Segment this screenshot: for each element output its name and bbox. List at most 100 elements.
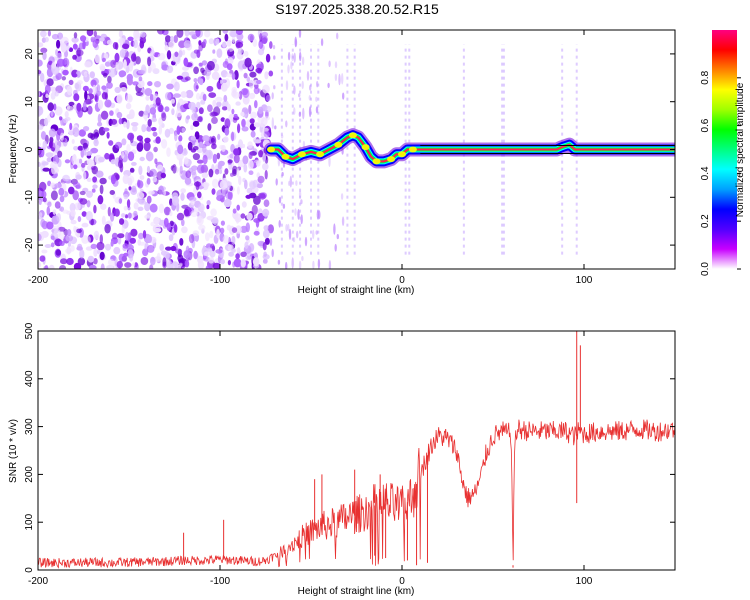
noise-speckle (158, 203, 165, 214)
noise-speckle (87, 255, 95, 263)
noise-speckle (83, 149, 87, 156)
noise-speckle (263, 199, 270, 207)
noise-speckle (227, 190, 233, 201)
noise-speckle (72, 127, 80, 137)
noise-speckle (41, 190, 47, 198)
noise-speckle (198, 224, 206, 231)
noise-speckle (215, 38, 220, 45)
noise-speckle (208, 168, 214, 178)
noise-speckle (257, 175, 265, 184)
noise-speckle (124, 262, 132, 268)
noise-speckle (42, 197, 47, 203)
faint-speckle (277, 259, 281, 265)
faint-speckle (281, 172, 284, 177)
faint-speckle (315, 106, 319, 114)
noise-speckle (141, 124, 147, 133)
noise-speckle (69, 122, 73, 131)
signal-blob (398, 151, 406, 158)
noise-speckle (197, 203, 205, 213)
noise-speckle (38, 91, 41, 97)
noise-speckle (224, 118, 231, 129)
x-tick-label: -200 (28, 576, 48, 587)
noise-speckle (228, 251, 235, 257)
noise-speckle (56, 213, 61, 222)
snr-line (38, 419, 675, 569)
noise-speckle (142, 230, 147, 239)
noise-speckle (176, 125, 181, 135)
noise-speckle (180, 188, 186, 194)
noise-speckle (118, 118, 123, 125)
noise-speckle (207, 123, 212, 131)
noise-speckle (123, 252, 129, 257)
noise-speckle (38, 59, 43, 67)
noise-speckle (73, 262, 82, 269)
noise-speckle (264, 169, 268, 180)
noise-speckle (252, 38, 258, 47)
noise-speckle (63, 118, 68, 124)
noise-speckle (262, 127, 269, 132)
faint-speckle (312, 260, 315, 269)
noise-speckle (128, 186, 132, 191)
noise-speckle (83, 171, 87, 180)
noise-speckle (240, 111, 245, 117)
noise-speckle (212, 262, 221, 269)
noise-speckle (86, 158, 93, 166)
faint-speckle (341, 216, 345, 226)
noise-speckle (100, 110, 109, 120)
noise-speckle (262, 152, 267, 163)
noise-speckle (259, 193, 266, 200)
noise-speckle (114, 86, 121, 94)
noise-speckle (201, 60, 208, 66)
noise-speckle (235, 30, 243, 35)
noise-speckle (159, 243, 164, 251)
noise-speckle (108, 68, 116, 78)
noise-speckle (231, 108, 235, 115)
noise-speckle (66, 104, 71, 110)
noise-speckle (247, 141, 253, 149)
noise-speckle (40, 218, 46, 228)
noise-speckle (46, 221, 54, 230)
noise-speckle (224, 127, 230, 136)
noise-speckle (176, 212, 185, 221)
noise-speckle (231, 227, 238, 234)
noise-speckle (190, 210, 198, 218)
noise-speckle (205, 149, 213, 160)
noise-speckle (59, 195, 65, 203)
noise-speckle (208, 92, 217, 98)
noise-speckle (57, 150, 63, 158)
noise-speckle (163, 190, 167, 196)
faint-speckle (272, 45, 276, 50)
snr-y-axis-label: SNR (10 * v/v) (8, 419, 19, 483)
noise-speckle (227, 103, 231, 112)
noise-speckle (107, 258, 115, 266)
noise-speckle (212, 49, 216, 54)
noise-speckle (80, 35, 87, 42)
noise-speckle (265, 53, 271, 63)
noise-speckle (132, 81, 139, 86)
noise-speckle (197, 215, 202, 224)
noise-speckle (153, 146, 158, 153)
noise-speckle (107, 206, 111, 217)
noise-speckle (132, 262, 136, 267)
faint-speckle (320, 38, 324, 47)
noise-speckle (72, 43, 78, 50)
noise-speckle (241, 118, 246, 128)
faint-speckle (295, 180, 298, 186)
faint-speckle (296, 230, 299, 239)
noise-speckle (93, 230, 100, 240)
noise-speckle (242, 95, 250, 105)
noise-speckle (196, 116, 203, 122)
noise-speckle (116, 260, 124, 269)
noise-speckle (84, 61, 92, 68)
noise-speckle (103, 39, 107, 45)
x-tick-label: 0 (399, 576, 405, 587)
noise-speckle (99, 37, 105, 42)
noise-speckle (244, 179, 248, 190)
noise-speckle (220, 259, 225, 265)
noise-speckle (263, 225, 269, 231)
noise-speckle (104, 243, 112, 251)
noise-speckle (149, 107, 157, 115)
noise-speckle (51, 61, 57, 69)
noise-speckle (89, 71, 96, 79)
